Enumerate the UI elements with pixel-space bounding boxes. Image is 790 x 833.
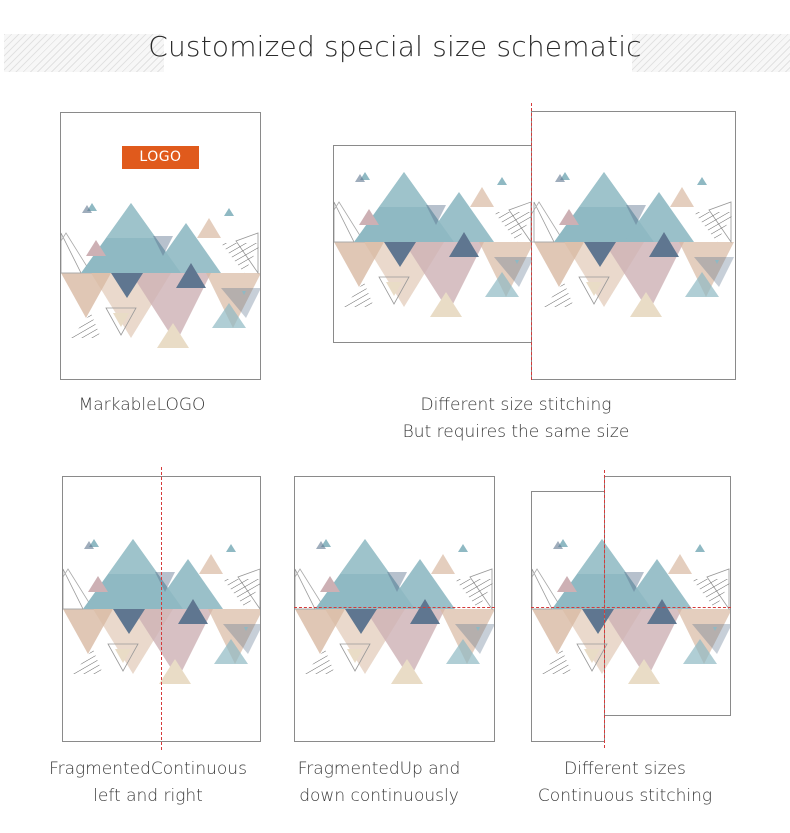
horizontal-split-line bbox=[294, 607, 495, 608]
different-sizes-panel-right bbox=[604, 476, 731, 716]
caption-fragmented-lr: FragmentedContinuous left and right bbox=[30, 756, 266, 810]
vertical-split-line bbox=[161, 467, 162, 750]
caption-line: left and right bbox=[93, 786, 203, 806]
caption-line: Continuous stitching bbox=[537, 786, 713, 806]
vertical-split-line bbox=[604, 470, 605, 748]
header-stripe-left bbox=[4, 34, 164, 72]
caption-markable: MarkableLOGO bbox=[40, 392, 244, 419]
header-stripe-right bbox=[632, 34, 790, 72]
split-guide-line bbox=[531, 103, 532, 380]
caption-line: MarkableLOGO bbox=[78, 395, 206, 415]
triangle-artwork bbox=[532, 171, 735, 318]
triangle-artwork bbox=[295, 538, 494, 685]
caption-different-size: Different size stitching But requires th… bbox=[360, 392, 672, 446]
stitch-panel-right bbox=[531, 111, 736, 380]
logo-badge: LOGO bbox=[122, 146, 199, 169]
triangle-artwork bbox=[605, 538, 730, 685]
horizontal-split-line bbox=[531, 607, 731, 608]
stitch-panel-left bbox=[333, 145, 532, 343]
triangle-artwork bbox=[63, 538, 260, 685]
caption-line: FragmentedUp and bbox=[297, 759, 461, 779]
page-title: Customized special size schematic bbox=[148, 30, 642, 63]
different-sizes-panel-left bbox=[531, 491, 605, 742]
caption-line: down continuously bbox=[299, 786, 459, 806]
caption-different-sizes: Different sizes Continuous stitching bbox=[520, 756, 730, 810]
caption-line: FragmentedContinuous bbox=[49, 759, 247, 779]
caption-line: Different sizes bbox=[564, 759, 686, 779]
caption-fragmented-ud: FragmentedUp and down continuously bbox=[276, 756, 482, 810]
caption-line: But requires the same size bbox=[402, 422, 630, 442]
caption-line: Different size stitching bbox=[420, 395, 612, 415]
fragmented-ud-panel bbox=[294, 476, 495, 742]
triangle-artwork bbox=[532, 538, 604, 685]
triangle-artwork bbox=[334, 171, 531, 318]
